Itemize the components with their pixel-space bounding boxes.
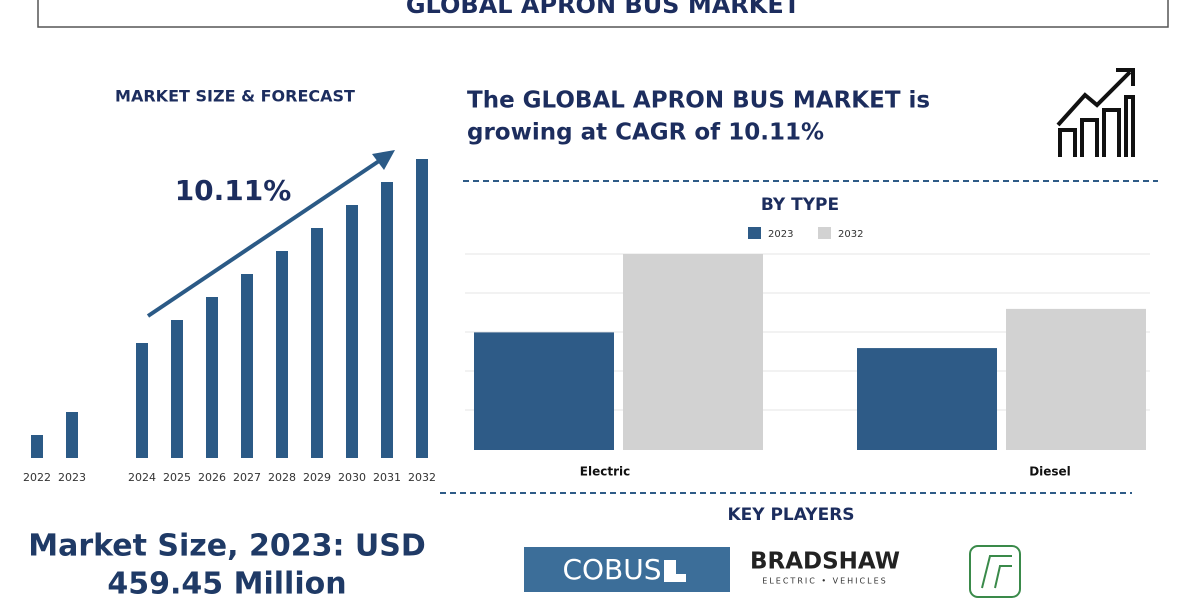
bar (623, 254, 763, 450)
bar (171, 320, 183, 458)
x-tick-label: 2030 (338, 471, 366, 484)
growth-icon (1056, 68, 1135, 157)
bar (66, 412, 78, 458)
cagr-text: growing at CAGR of 10.11% (467, 120, 824, 146)
bar (857, 348, 997, 450)
bar (31, 435, 43, 458)
legend-label: 2023 (768, 229, 793, 240)
x-tick-label: Electric (580, 465, 630, 479)
logo-text: ELECTRIC • VEHICLES (762, 577, 887, 586)
legend-swatch (818, 227, 831, 239)
x-tick-label: 2022 (23, 471, 51, 484)
chart-title: MARKET SIZE & FORECAST (115, 87, 355, 106)
key-players-title: KEY PLAYERS (727, 505, 854, 525)
bar (346, 205, 358, 458)
x-tick-label: 2024 (128, 471, 156, 484)
legend-swatch (748, 227, 761, 239)
arrow-head (372, 150, 395, 170)
x-tick-label: 2027 (233, 471, 261, 484)
bar (474, 332, 614, 450)
bar (381, 182, 393, 458)
market-size: 459.45 Million (107, 567, 346, 600)
header-box (37, 0, 1169, 28)
chart-title: BY TYPE (761, 195, 839, 215)
bar (311, 228, 323, 458)
x-tick-label: 2028 (268, 471, 296, 484)
bar (136, 343, 148, 458)
bar (206, 297, 218, 458)
x-tick-label: 2026 (198, 471, 226, 484)
x-tick-label: 2031 (373, 471, 401, 484)
market-size: Market Size, 2023: USD (28, 529, 426, 564)
bar (1006, 308, 1146, 450)
logo-text: COBUS (562, 553, 661, 586)
x-tick-label: 2032 (408, 471, 436, 484)
cagr-text: The GLOBAL APRON BUS MARKET is (467, 88, 930, 114)
logo-text: BRADSHAW (750, 549, 900, 575)
annotation: 10.11% (175, 174, 292, 207)
logo-mark (664, 560, 686, 582)
x-tick-label: 2023 (58, 471, 86, 484)
legend-label: 2032 (838, 229, 863, 240)
cobus-logo (524, 547, 730, 592)
x-tick-label: 2029 (303, 471, 331, 484)
pst-logo (969, 545, 1021, 598)
bar (416, 159, 428, 458)
bar (276, 251, 288, 458)
x-tick-label: 2025 (163, 471, 191, 484)
bar (241, 274, 253, 458)
trend-arrow (146, 155, 387, 318)
header-title: GLOBAL APRON BUS MARKET (406, 0, 801, 19)
pst-logo-mark (981, 555, 1012, 589)
x-tick-label: Diesel (1029, 465, 1071, 479)
